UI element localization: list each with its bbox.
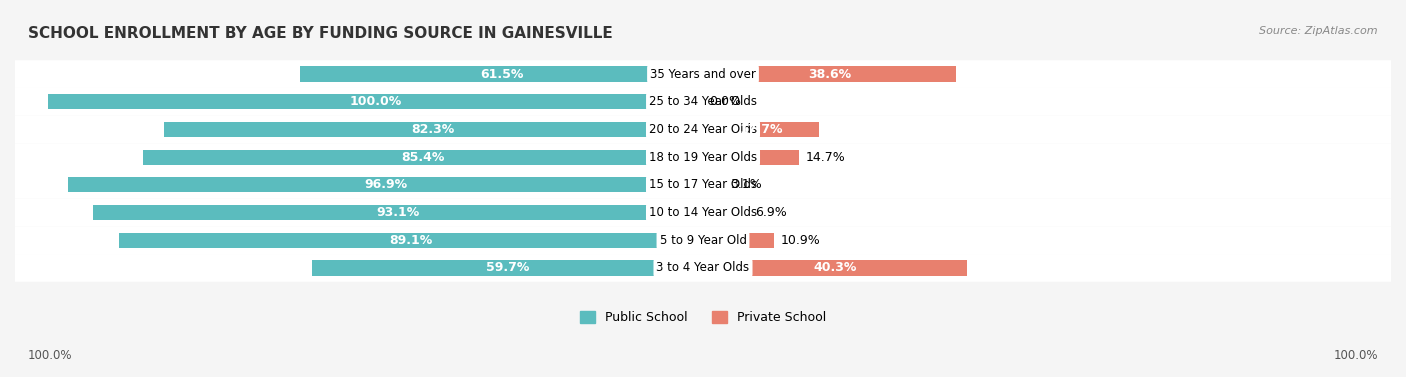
Text: 0.0%: 0.0%: [710, 95, 741, 108]
Bar: [703, 205, 748, 220]
FancyBboxPatch shape: [15, 199, 1391, 226]
Text: 96.9%: 96.9%: [364, 178, 408, 192]
Bar: [703, 66, 956, 82]
Text: 6.9%: 6.9%: [755, 206, 786, 219]
Text: 35 Years and over: 35 Years and over: [650, 67, 756, 81]
Bar: [120, 233, 703, 248]
Text: SCHOOL ENROLLMENT BY AGE BY FUNDING SOURCE IN GAINESVILLE: SCHOOL ENROLLMENT BY AGE BY FUNDING SOUR…: [28, 26, 613, 41]
Text: 17.7%: 17.7%: [740, 123, 783, 136]
Text: 20 to 24 Year Olds: 20 to 24 Year Olds: [650, 123, 756, 136]
Bar: [703, 150, 800, 165]
Bar: [163, 122, 703, 137]
Text: 15 to 17 Year Olds: 15 to 17 Year Olds: [650, 178, 756, 192]
Text: 38.6%: 38.6%: [808, 67, 851, 81]
Text: 40.3%: 40.3%: [813, 261, 856, 274]
Text: 100.0%: 100.0%: [1333, 349, 1378, 362]
Bar: [299, 66, 703, 82]
Bar: [703, 177, 723, 193]
Bar: [48, 94, 703, 109]
Text: 85.4%: 85.4%: [402, 151, 444, 164]
Text: Source: ZipAtlas.com: Source: ZipAtlas.com: [1260, 26, 1378, 37]
Bar: [143, 150, 703, 165]
FancyBboxPatch shape: [15, 254, 1391, 282]
FancyBboxPatch shape: [15, 226, 1391, 254]
Text: 100.0%: 100.0%: [349, 95, 402, 108]
Bar: [312, 260, 703, 276]
Text: 25 to 34 Year Olds: 25 to 34 Year Olds: [650, 95, 756, 108]
Bar: [703, 233, 775, 248]
Text: 3 to 4 Year Olds: 3 to 4 Year Olds: [657, 261, 749, 274]
Bar: [93, 205, 703, 220]
Text: 59.7%: 59.7%: [485, 261, 529, 274]
Text: 100.0%: 100.0%: [28, 349, 73, 362]
FancyBboxPatch shape: [15, 116, 1391, 143]
Text: 5 to 9 Year Old: 5 to 9 Year Old: [659, 234, 747, 247]
Text: 61.5%: 61.5%: [479, 67, 523, 81]
Text: 3.1%: 3.1%: [730, 178, 762, 192]
Text: 93.1%: 93.1%: [377, 206, 419, 219]
FancyBboxPatch shape: [15, 60, 1391, 88]
Text: 10.9%: 10.9%: [780, 234, 821, 247]
Text: 14.7%: 14.7%: [806, 151, 845, 164]
FancyBboxPatch shape: [15, 88, 1391, 116]
Bar: [703, 122, 818, 137]
FancyBboxPatch shape: [15, 143, 1391, 171]
Text: 18 to 19 Year Olds: 18 to 19 Year Olds: [650, 151, 756, 164]
Text: 82.3%: 82.3%: [412, 123, 456, 136]
Legend: Public School, Private School: Public School, Private School: [579, 311, 827, 324]
Bar: [703, 260, 967, 276]
Bar: [67, 177, 703, 193]
Text: 10 to 14 Year Olds: 10 to 14 Year Olds: [650, 206, 756, 219]
FancyBboxPatch shape: [15, 171, 1391, 199]
Text: 89.1%: 89.1%: [389, 234, 433, 247]
